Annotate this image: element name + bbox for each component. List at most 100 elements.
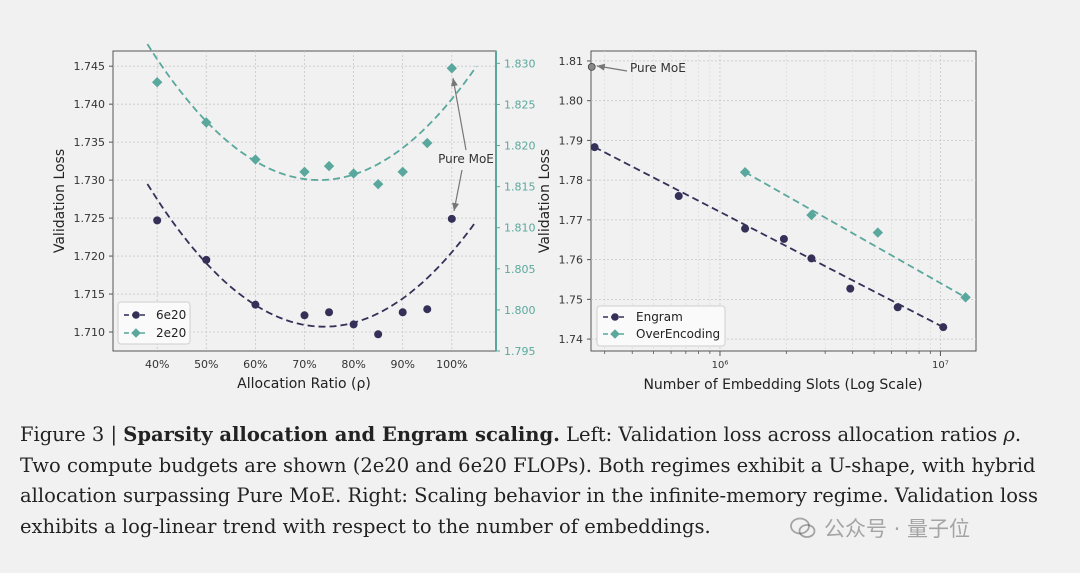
point-2e20: [348, 168, 359, 179]
legend-2e20-label: 2e20: [156, 326, 186, 340]
left-x-tick-label: 50%: [194, 358, 218, 371]
right-x-ticks: 10⁶ 10⁷: [604, 351, 949, 371]
left-y-tick-label: 1.740: [74, 98, 106, 111]
right-y-tick-label: 1.78: [559, 174, 584, 187]
point-Engram: [674, 192, 683, 201]
caption-title: Sparsity allocation and Engram scaling.: [123, 423, 560, 446]
left-annotation: Pure MoE: [438, 77, 494, 212]
left-x-tick-label: 100%: [436, 358, 467, 371]
left-y-tick-label: 1.715: [74, 288, 106, 301]
left-right-axis-spine: [495, 51, 497, 351]
legend-6e20-marker: [132, 311, 140, 319]
point-6e20: [153, 216, 162, 225]
left-y-right-tick-label: 1.815: [504, 181, 536, 194]
legend-2e20-marker: [131, 328, 141, 338]
point-2e20: [201, 117, 212, 128]
right-y-tick-label: 1.74: [559, 333, 584, 346]
right-legend: Engram OverEncoding: [596, 305, 726, 347]
right-y-tick-label: 1.79: [559, 134, 584, 147]
point-6e20: [398, 308, 407, 317]
point-2e20: [250, 154, 261, 165]
fit-curve-6e20: [146, 183, 478, 328]
point-6e20: [423, 305, 432, 314]
fit-curve-2e20: [146, 43, 478, 181]
legend-engram-label: Engram: [636, 310, 683, 324]
point-OverEncoding: [739, 166, 751, 178]
caption-text-1: Left: Validation loss across allocation …: [559, 423, 1004, 446]
right-x-tick-label: 10⁶: [712, 360, 729, 371]
legend-6e20-label: 6e20: [156, 308, 186, 322]
right-arrow: [596, 63, 628, 72]
left-arrow-up: [450, 77, 467, 151]
left-x-axis-label: Allocation Ratio (ρ): [237, 376, 371, 392]
point-6e20: [202, 255, 211, 264]
left-y-tick-label: 1.710: [74, 326, 106, 339]
left-y-right-tick-label: 1.810: [504, 222, 536, 235]
left-chart: 40% 50% 60% 70% 80% 90% 100% 1.7101.7151.7201.…: [52, 43, 553, 392]
point-Engram: [893, 303, 902, 312]
left-y-right-tick-label: 1.795: [504, 345, 536, 358]
right-y-ticks: 1.74 1.75 1.76 1.77 1.78 1.79 1.80 1.81: [559, 55, 591, 346]
right-fit-lines: [594, 146, 966, 328]
left-y-axis-label: Validation Loss: [52, 149, 68, 253]
point-6e20: [325, 308, 334, 317]
left-legend: 6e20 2e20: [117, 301, 191, 345]
caption-rho: ρ: [1003, 423, 1015, 446]
right-x-tick-label: 10⁷: [932, 360, 949, 371]
left-y-right-tick-label: 1.825: [504, 98, 536, 111]
left-x-tick-label: 80%: [341, 358, 365, 371]
point-OverEncoding: [960, 292, 971, 303]
point-2e20: [299, 166, 310, 178]
wechat-icon: [790, 517, 816, 538]
left-y-tick-label: 1.745: [74, 60, 106, 73]
left-pure-moe-label: Pure MoE: [438, 152, 494, 166]
legend-overencoding-marker: [610, 329, 620, 339]
right-y-tick-label: 1.81: [559, 55, 584, 68]
point-OverEncoding: [806, 209, 817, 221]
left-y-ticks-right: 1.795 1.800 1.805 1.810 1.815 1.820 1.825 1.830: [496, 57, 536, 358]
left-x-tick-label: 40%: [145, 358, 169, 371]
left-y-tick-label: 1.725: [74, 212, 106, 225]
point-6e20: [300, 311, 309, 320]
point-2e20: [397, 166, 408, 178]
legend-overencoding-label: OverEncoding: [636, 327, 720, 341]
caption-label: Figure 3 |: [20, 423, 124, 446]
left-x-tick-label: 90%: [390, 358, 414, 371]
right-chart: 10⁶ 10⁷ 1.741.751.761.771.781.791.801.81 …: [559, 50, 977, 393]
figure-caption: Figure 3 | Sparsity allocation and Engra…: [20, 420, 1065, 542]
right-y-tick-label: 1.80: [559, 95, 584, 108]
point-OverEncoding: [872, 227, 884, 238]
right-data-points: [590, 143, 971, 332]
left-y-tick-label: 1.735: [74, 136, 106, 149]
point-2e20: [323, 160, 335, 172]
left-x-tick-label: 60%: [243, 358, 267, 371]
legend-engram-marker: [611, 313, 619, 321]
point-2e20: [422, 137, 433, 149]
left-y-right-tick-label: 1.830: [504, 57, 536, 70]
left-x-tick-label: 70%: [292, 358, 316, 371]
watermark: 公众号 · 量子位: [790, 513, 970, 543]
point-2e20: [446, 63, 458, 74]
caption-text-2: . Two compute budgets are shown (2e20 an…: [20, 423, 1038, 538]
point-2e20: [372, 178, 384, 190]
point-6e20: [447, 214, 456, 223]
right-y-tick-label: 1.76: [559, 254, 584, 267]
point-2e20: [151, 77, 163, 88]
left-y-right-tick-label: 1.820: [504, 140, 536, 153]
point-Engram: [590, 143, 599, 152]
point-6e20: [349, 320, 358, 329]
right-y-tick-label: 1.77: [559, 214, 584, 227]
fit-line-OverEncoding: [744, 171, 966, 299]
left-y-axis-label-right: Validation Loss: [537, 149, 553, 253]
right-x-axis-label: Number of Embedding Slots (Log Scale): [643, 377, 922, 393]
right-pure-moe-label: Pure MoE: [630, 61, 686, 75]
left-grid: [113, 51, 496, 351]
right-y-tick-label: 1.75: [559, 293, 584, 306]
left-y-tick-label: 1.730: [74, 174, 106, 187]
left-y-right-tick-label: 1.805: [504, 263, 536, 276]
right-pure-moe-point: [587, 62, 596, 71]
left-y-ticks-left: 1.710 1.715 1.720 1.725 1.730 1.735 1.740 1.745: [74, 60, 113, 339]
left-x-ticks: 40% 50% 60% 70% 80% 90% 100%: [145, 358, 468, 371]
watermark-text: 公众号 · 量子位: [824, 517, 971, 541]
figure: 40% 50% 60% 70% 80% 90% 100% 1.7101.7151.7201.…: [52, 43, 977, 393]
